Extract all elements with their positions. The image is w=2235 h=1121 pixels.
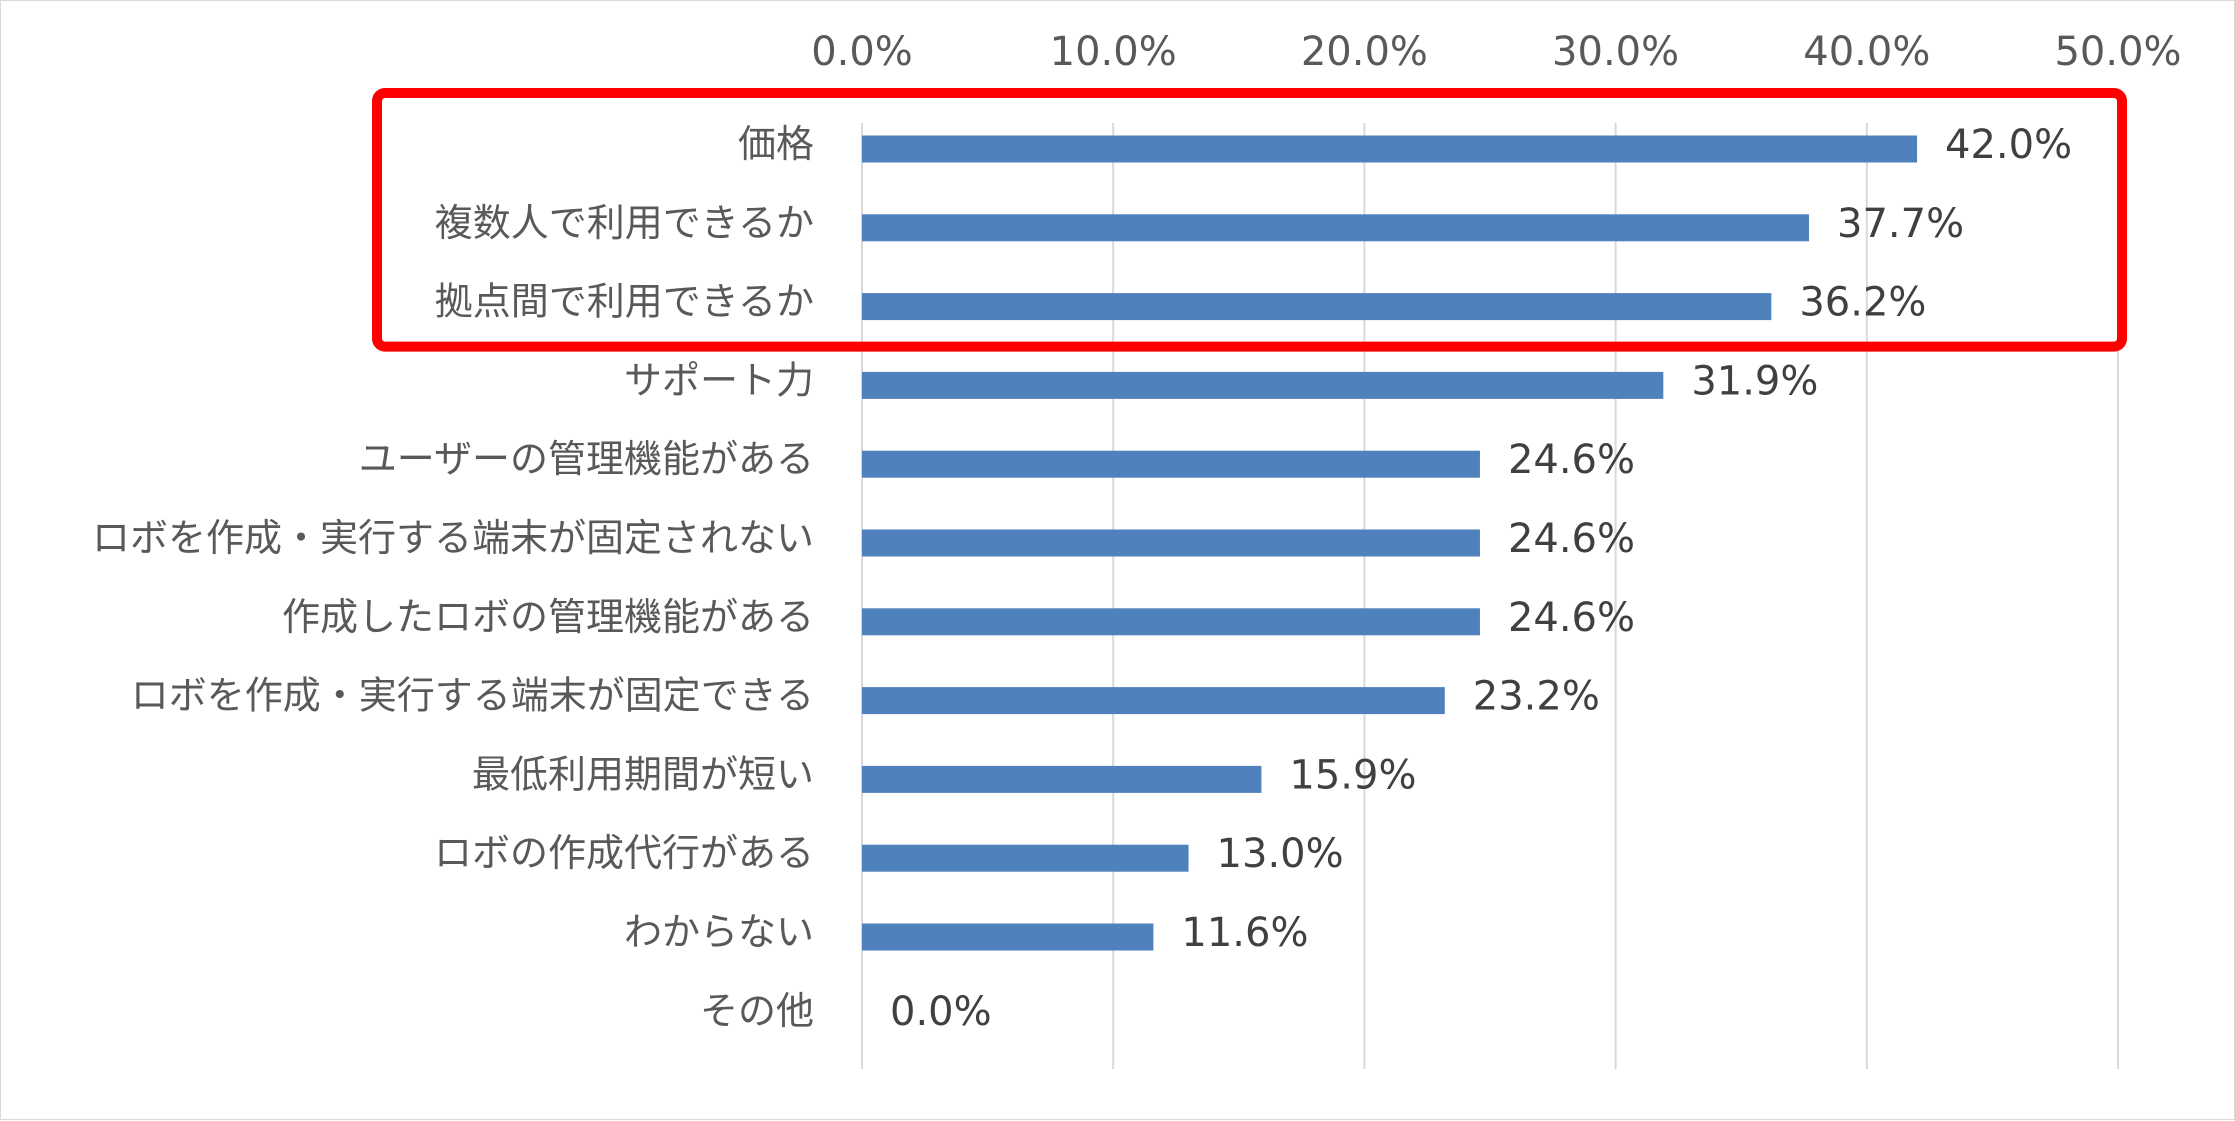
category-label: わからない xyxy=(624,910,814,954)
category-label: ロボを作成・実行する端末が固定されない xyxy=(92,516,814,560)
data-label: 0.0% xyxy=(890,989,992,1035)
highlight-box xyxy=(372,88,2127,352)
bar xyxy=(862,214,1810,242)
bar xyxy=(862,293,1772,321)
x-tick-label: 0.0% xyxy=(811,29,913,75)
category-labels: 価格複数人で利用できるか拠点間で利用できるかサポート力ユーザーの管理機能があるロ… xyxy=(92,122,814,1033)
bar xyxy=(862,450,1480,478)
bar xyxy=(862,765,1262,793)
category-label: 複数人で利用できるか xyxy=(435,201,814,245)
category-label: サポート力 xyxy=(624,358,814,402)
data-label: 13.0% xyxy=(1217,831,1344,877)
category-label: 拠点間で利用できるか xyxy=(435,280,814,324)
data-label: 24.6% xyxy=(1508,595,1635,641)
data-label: 24.6% xyxy=(1508,516,1635,562)
x-tick-label: 10.0% xyxy=(1050,29,1177,75)
x-tick-label: 20.0% xyxy=(1301,29,1428,75)
category-label: 作成したロボの管理機能がある xyxy=(282,595,814,639)
bar xyxy=(862,371,1664,399)
category-label: ユーザーの管理機能がある xyxy=(359,437,814,481)
data-label: 36.2% xyxy=(1799,280,1926,326)
category-label: その他 xyxy=(700,989,814,1033)
bars xyxy=(862,135,1918,951)
bar xyxy=(862,687,1445,715)
x-axis-ticks: 0.0% 10.0% 20.0% 30.0% 40.0% 50.0% xyxy=(811,29,2181,75)
data-label: 42.0% xyxy=(1945,122,2072,168)
x-tick-label: 50.0% xyxy=(2054,29,2181,75)
bar xyxy=(862,135,1918,163)
bar xyxy=(862,923,1154,951)
category-label: 価格 xyxy=(738,122,814,166)
category-label: ロボを作成・実行する端末が固定できる xyxy=(131,674,814,718)
category-label: ロボの作成代行がある xyxy=(434,831,814,875)
data-labels: 42.0% 37.7% 36.2% 31.9% 24.6% 24.6% 24.6% 23.2%… xyxy=(890,122,2072,1035)
x-tick-label: 40.0% xyxy=(1803,29,1930,75)
data-label: 23.2% xyxy=(1473,674,1600,720)
bar xyxy=(862,529,1480,557)
bar xyxy=(862,844,1189,872)
data-label: 24.6% xyxy=(1508,437,1635,483)
category-label: 最低利用期間が短い xyxy=(472,752,814,796)
data-label: 15.9% xyxy=(1289,752,1416,798)
x-tick-label: 30.0% xyxy=(1552,29,1679,75)
bar xyxy=(862,608,1480,636)
highlight-rectangle xyxy=(372,88,2127,352)
data-label: 31.9% xyxy=(1691,358,1818,404)
data-label: 11.6% xyxy=(1181,910,1308,956)
data-label: 37.7% xyxy=(1837,201,1964,247)
